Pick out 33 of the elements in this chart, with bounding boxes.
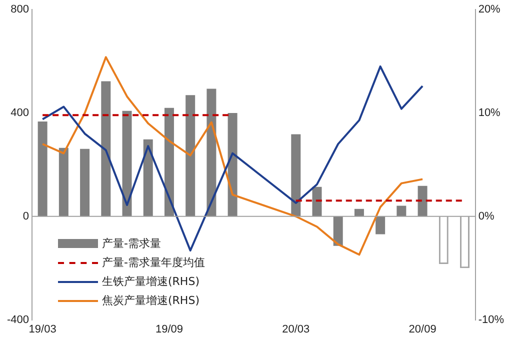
y2-tick-label: 20% [478,4,501,16]
x-tick-label: 20/09 [408,323,436,336]
bar [38,122,48,216]
bar [164,108,174,216]
bar [354,208,364,216]
y2-tick-label: -10% [478,314,504,326]
legend-label: 焦炭产量增速(RHS) [102,293,200,308]
x-tick-label: 20/03 [282,323,310,336]
bar [122,110,132,216]
y-tick-label: 0 [22,210,30,222]
bar [206,88,216,216]
x-tick-label: 19/03 [28,323,56,336]
bar [291,134,301,216]
bar [101,81,111,216]
bar [418,186,428,216]
y-tick-label: 800 [10,4,30,16]
y-tick-label: -400 [6,314,30,326]
bar [143,139,153,216]
bar [333,216,343,246]
bar [228,113,238,216]
legend-label: 产量-需求量 [102,236,161,251]
legend-label: 产量-需求量年度均值 [102,255,205,270]
bar [80,148,90,216]
bar [58,148,68,216]
y2-tick-label: 0% [478,210,494,222]
bar [396,206,406,216]
bar [376,216,386,234]
x-tick-label: 19/09 [155,323,183,336]
y2-tick-label: 10% [478,107,501,120]
y-tick-label: 400 [10,107,30,120]
legend-label: 生铁产量增速(RHS) [102,274,200,289]
bar [312,186,322,216]
bar [186,95,196,216]
